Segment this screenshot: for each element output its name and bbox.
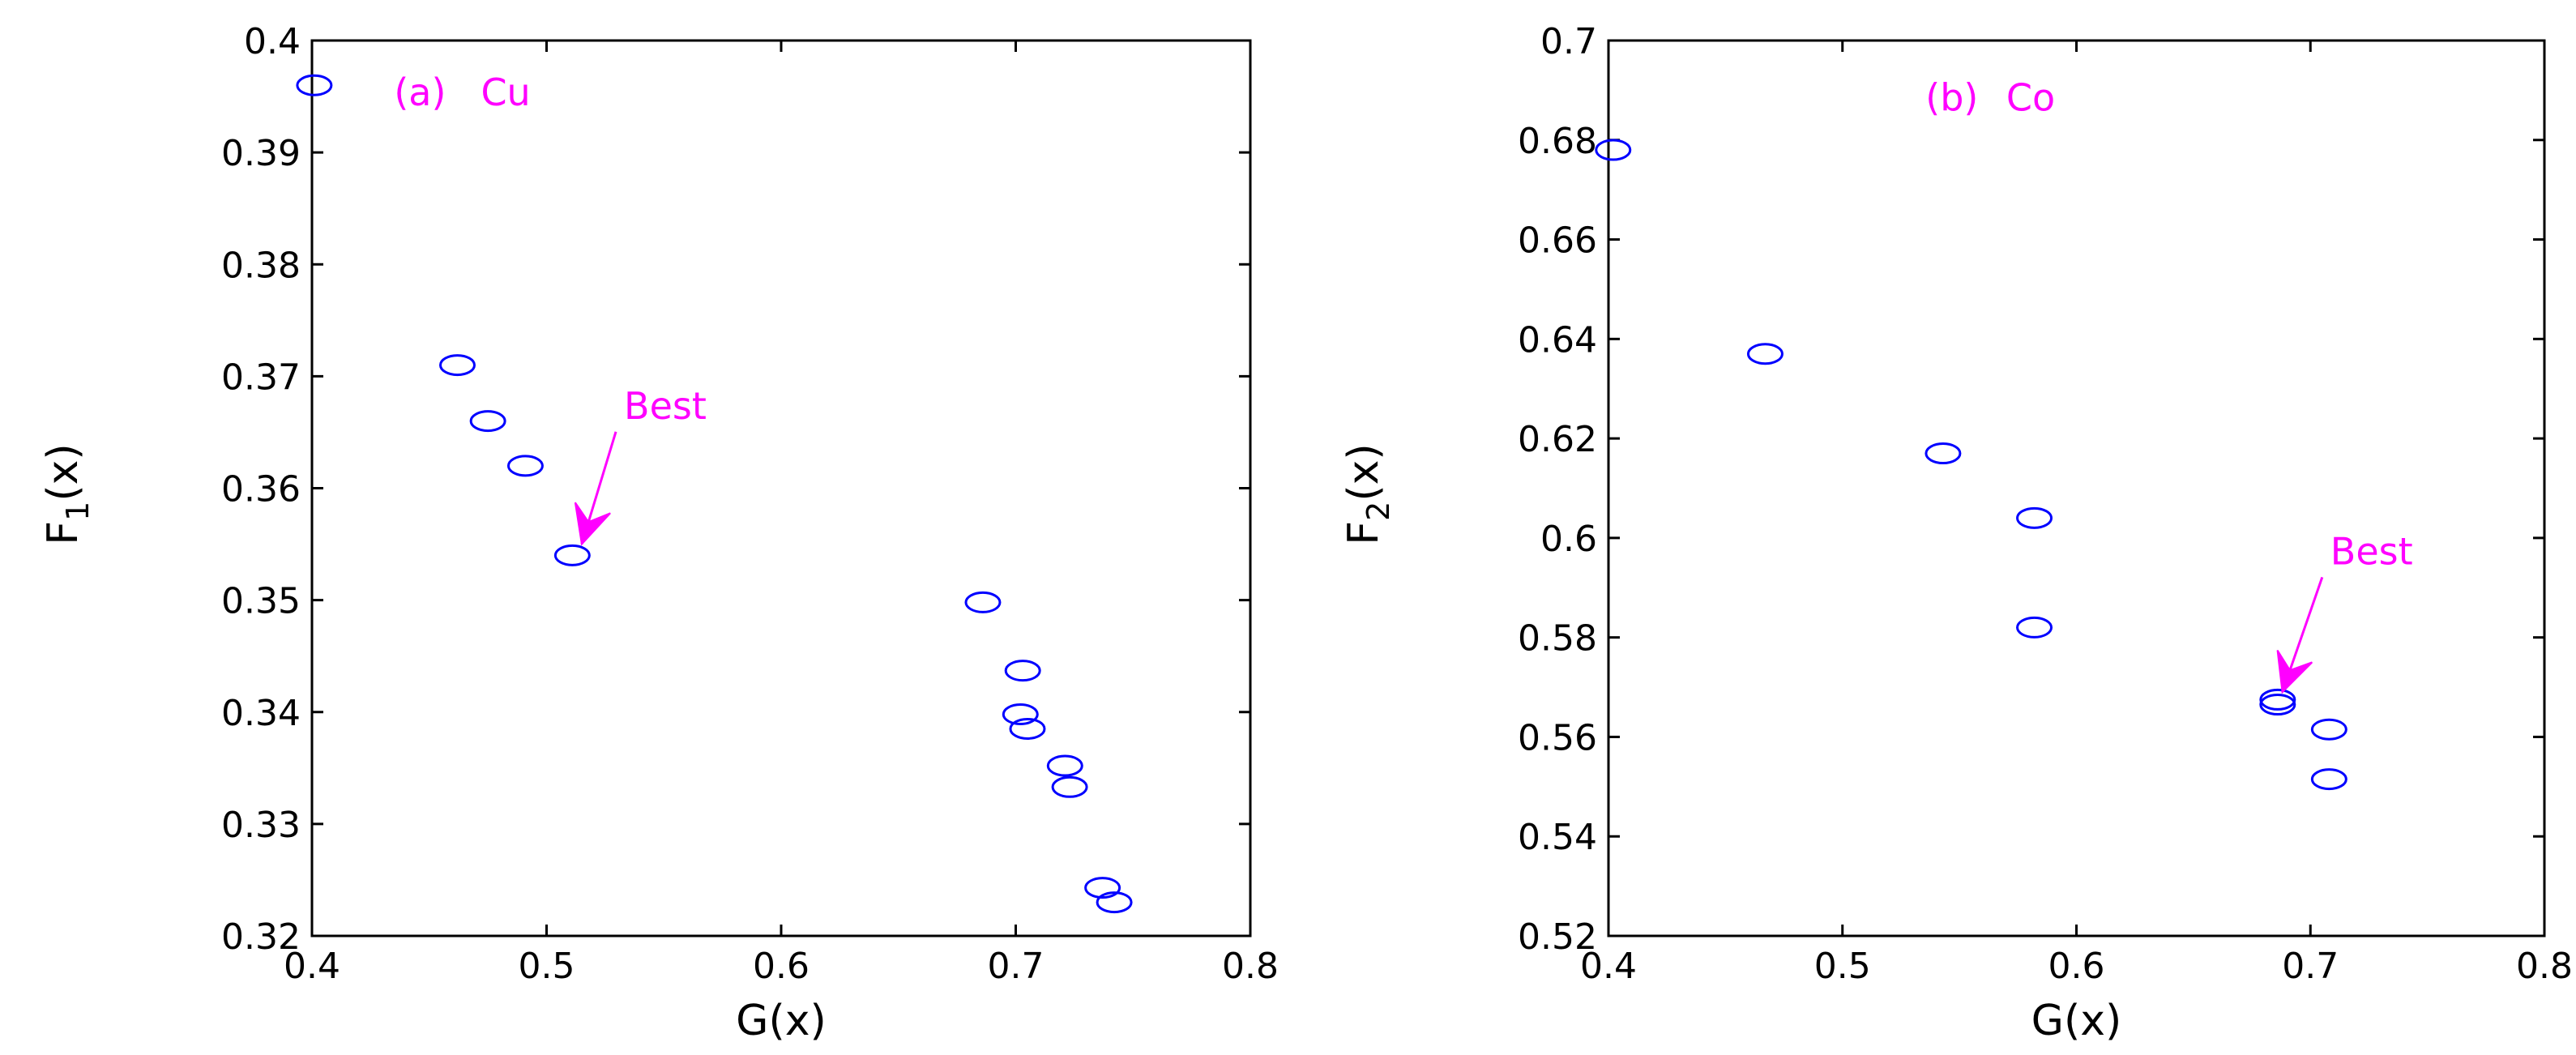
- data-point: [1925, 442, 1962, 465]
- y-axis-label-subscript: 1: [60, 502, 96, 521]
- y-axis-label-subscript: 2: [1361, 502, 1396, 521]
- data-point: [1002, 703, 1039, 726]
- y-tick-label: 0.39: [221, 133, 301, 174]
- y-tick-label: 0.33: [221, 805, 301, 846]
- y-tick-label: 0.62: [1518, 419, 1597, 460]
- y-tick-label: 0.58: [1518, 618, 1597, 660]
- y-tick-label: 0.38: [221, 245, 301, 286]
- y-axis-label: F2(x): [1339, 443, 1396, 545]
- y-tick-label: 0.35: [221, 581, 301, 622]
- y-tick-label: 0.4: [244, 21, 301, 62]
- x-tick-label: 0.4: [1580, 946, 1637, 987]
- data-point: [2016, 506, 2053, 529]
- x-tick-label: 0.7: [988, 946, 1044, 987]
- x-tick-label: 0.5: [519, 946, 575, 987]
- data-point: [1096, 891, 1133, 914]
- y-tick-label: 0.52: [1518, 916, 1597, 958]
- x-tick-label: 0.6: [753, 946, 810, 987]
- data-point: [2259, 694, 2296, 716]
- x-axis-label: G(x): [2031, 997, 2122, 1045]
- y-tick-label: 0.7: [1540, 21, 1597, 62]
- plot-area-frame: [1607, 39, 2546, 938]
- best-arrow-head: [574, 502, 611, 546]
- data-point: [553, 544, 591, 566]
- best-annotation: Best: [2330, 529, 2413, 573]
- data-point: [2310, 718, 2347, 741]
- x-tick-label: 0.7: [2282, 946, 2339, 987]
- panel-b: 0.4 0.5 0.6 0.7 0.8 0.52 0.54 0.56 0.58 0.6 0.62 0.…: [1339, 21, 2573, 1045]
- y-axis-label-tail: (x): [39, 443, 88, 501]
- data-point: [506, 455, 544, 477]
- panel-label: Co: [2006, 76, 2055, 120]
- y-tick-label: 0.54: [1518, 817, 1597, 858]
- y-axis-label-tail: (x): [1339, 443, 1388, 501]
- data-point: [1084, 877, 1121, 899]
- y-axis-label-main: F: [39, 521, 88, 545]
- y-tick-label: 0.6: [1540, 519, 1597, 560]
- panel-label: (a): [394, 70, 446, 114]
- y-tick-label: 0.56: [1518, 717, 1597, 758]
- y-tick-label: 0.64: [1518, 319, 1597, 361]
- y-tick-label: 0.34: [221, 693, 301, 734]
- panel-label: (b): [1925, 76, 1978, 120]
- panel-label: Cu: [481, 70, 530, 114]
- x-tick-label: 0.4: [284, 946, 340, 987]
- y-axis-label-main: F: [1339, 521, 1388, 545]
- data-point: [296, 74, 333, 96]
- x-tick-label: 0.8: [2516, 946, 2573, 987]
- data-point: [1595, 139, 1632, 161]
- data-point: [1051, 775, 1088, 798]
- y-tick-label: 0.37: [221, 357, 301, 398]
- best-arrow-head: [2276, 650, 2313, 694]
- data-point: [1004, 660, 1041, 682]
- x-axis-label: G(x): [736, 997, 827, 1045]
- x-tick-label: 0.8: [1222, 946, 1279, 987]
- x-tick-label: 0.5: [1814, 946, 1871, 987]
- data-point: [1746, 343, 1784, 365]
- data-point: [1046, 754, 1083, 777]
- data-point: [438, 354, 476, 377]
- best-annotation: Best: [624, 384, 707, 428]
- y-axis-label: F1(x): [39, 443, 96, 545]
- data-point: [964, 591, 1002, 613]
- y-tick-label: 0.32: [221, 916, 301, 958]
- y-tick-label: 0.36: [221, 469, 301, 510]
- data-point: [2259, 688, 2296, 711]
- data-point: [469, 410, 506, 433]
- data-point: [2016, 616, 2053, 639]
- y-tick-label: 0.68: [1518, 121, 1597, 162]
- panel-a: 0.4 0.5 0.6 0.7 0.8 0.32 0.33 0.34 0.35 0.36 0.37 0…: [39, 21, 1279, 1045]
- x-tick-label: 0.6: [2048, 946, 2105, 987]
- data-point: [1009, 717, 1046, 740]
- y-tick-label: 0.66: [1518, 220, 1597, 262]
- data-point: [2310, 768, 2347, 791]
- plot-area-frame: [310, 39, 1252, 938]
